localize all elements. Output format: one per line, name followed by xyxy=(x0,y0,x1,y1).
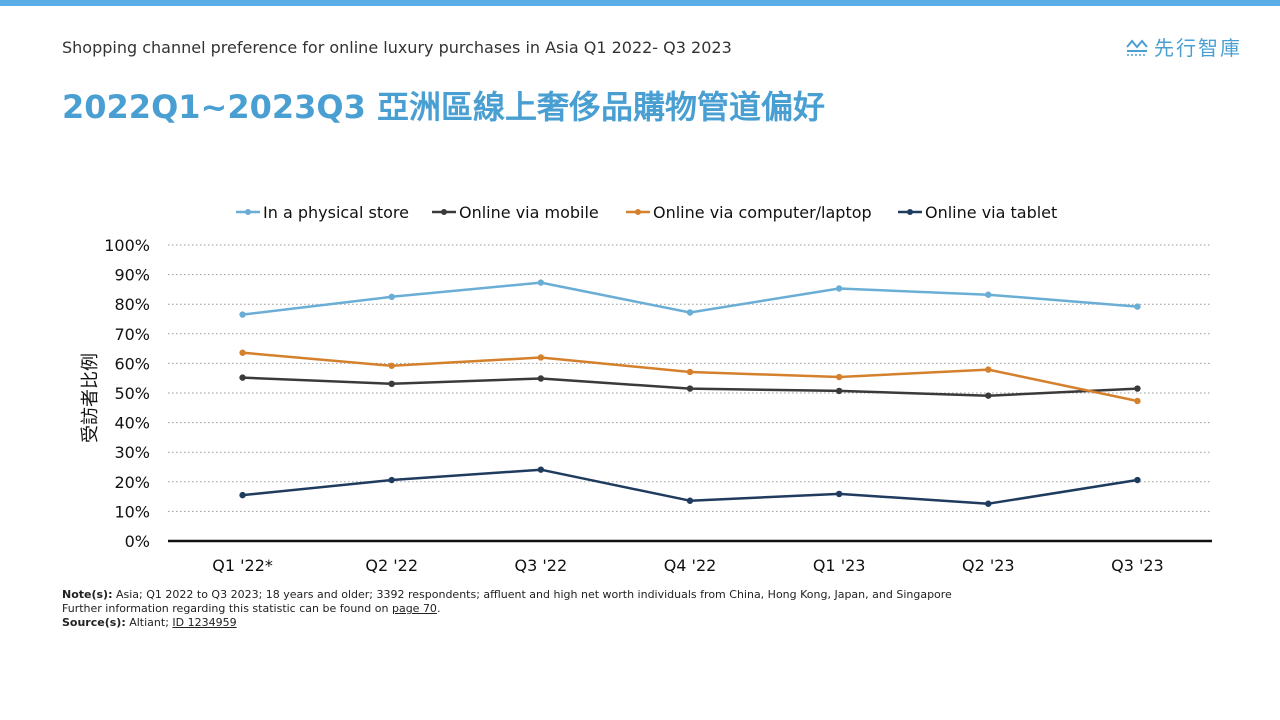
data-point xyxy=(1134,385,1141,392)
legend-swatch-marker xyxy=(907,209,913,215)
y-tick-label: 20% xyxy=(114,473,150,492)
legend-swatch-marker xyxy=(441,209,447,215)
data-point xyxy=(388,380,395,388)
y-tick-label: 30% xyxy=(114,443,150,462)
legend-swatch-marker xyxy=(635,209,641,215)
further-info-line: Further information regarding this stati… xyxy=(62,602,952,616)
y-tick-label: 70% xyxy=(114,325,150,344)
further-end: . xyxy=(436,602,441,615)
data-point xyxy=(239,311,246,318)
note-line: Note(s): Asia; Q1 2022 to Q3 2023; 18 ye… xyxy=(62,588,952,602)
logo: 先行智庫 xyxy=(1126,32,1242,61)
y-tick-label: 40% xyxy=(114,414,150,433)
legend-label: In a physical store xyxy=(263,203,409,222)
data-point xyxy=(1134,397,1141,405)
data-point xyxy=(985,392,992,399)
data-point xyxy=(388,293,395,300)
data-point xyxy=(537,279,545,286)
y-tick-label: 10% xyxy=(114,502,150,521)
note-label: Note(s): xyxy=(62,588,113,601)
chart-subtitle: Shopping channel preference for online l… xyxy=(62,38,732,57)
source-text: Altiant; xyxy=(125,616,173,629)
page-title: 2022Q1~2023Q3 亞洲區線上奢侈品購物管道偏好 xyxy=(62,88,826,126)
data-point xyxy=(388,476,395,484)
top-accent-bar xyxy=(0,0,1280,6)
page-link[interactable]: page 70 xyxy=(391,602,437,615)
y-tick-label: 0% xyxy=(125,532,150,551)
data-point xyxy=(985,291,992,298)
note-text: Asia; Q1 2022 to Q3 2023; 18 years and o… xyxy=(112,588,952,601)
x-tick-label: Q3 '22 xyxy=(515,556,568,575)
y-tick-label: 90% xyxy=(114,266,150,285)
data-point xyxy=(239,349,246,356)
data-point xyxy=(239,491,246,499)
data-point xyxy=(835,285,843,292)
data-point xyxy=(686,385,694,392)
data-point xyxy=(1134,476,1141,484)
data-point xyxy=(537,375,545,382)
x-tick-label: Q1 '22* xyxy=(212,556,273,575)
legend-label: Online via mobile xyxy=(459,203,599,222)
data-point xyxy=(686,309,694,316)
y-tick-label: 50% xyxy=(114,384,150,403)
line-chart: 0% 10% 20% 30% 40% 50% 60% 70% 80% 90% 100% Q1 '22*… xyxy=(80,203,1212,575)
source-id-link[interactable]: ID 1234959 xyxy=(172,616,237,629)
further-text: Further information regarding this stati… xyxy=(62,602,392,615)
legend-swatch-marker xyxy=(245,209,251,215)
data-point xyxy=(537,354,545,361)
y-axis-title: 受訪者比例 xyxy=(80,353,101,443)
x-tick-label: Q1 '23 xyxy=(813,556,866,575)
y-tick-label: 80% xyxy=(114,295,150,314)
legend-label: Online via computer/laptop xyxy=(653,203,872,222)
data-point xyxy=(985,366,992,373)
data-point xyxy=(686,368,694,376)
y-tick-label: 100% xyxy=(104,236,150,255)
x-tick-label: Q4 '22 xyxy=(664,556,717,575)
y-tick-label: 60% xyxy=(114,354,150,373)
data-point xyxy=(537,466,545,473)
data-point xyxy=(835,373,843,381)
x-tick-label: Q2 '22 xyxy=(365,556,418,575)
data-point xyxy=(239,374,246,381)
x-tick-label: Q3 '23 xyxy=(1111,556,1164,575)
logo-text: 先行智庫 xyxy=(1154,36,1242,60)
data-point xyxy=(1134,303,1141,310)
data-point xyxy=(985,500,992,507)
source-line: Source(s): Altiant; ID 1234959 xyxy=(62,616,952,630)
data-point xyxy=(835,387,843,395)
data-point xyxy=(686,497,694,504)
source-label: Source(s): xyxy=(62,616,126,629)
data-point xyxy=(388,362,395,369)
data-point xyxy=(835,490,843,498)
legend-label: Online via tablet xyxy=(925,203,1057,222)
logo-mountain-icon xyxy=(1126,38,1148,56)
x-tick-label: Q2 '23 xyxy=(962,556,1015,575)
chart-notes: Note(s): Asia; Q1 2022 to Q3 2023; 18 ye… xyxy=(62,588,952,630)
